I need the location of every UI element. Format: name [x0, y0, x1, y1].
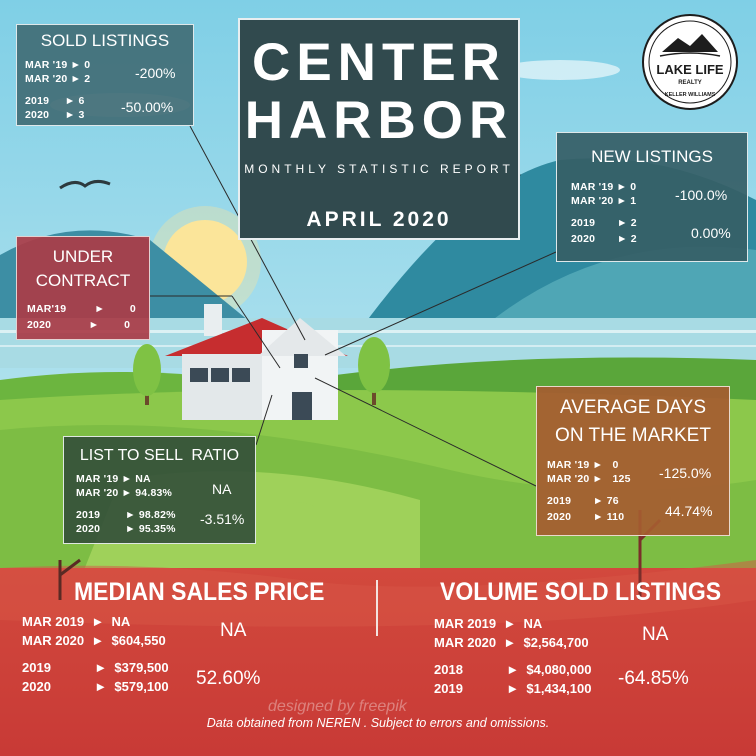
avg-row-mar20: MAR '20 ► 125 [547, 473, 631, 485]
volume-pct-year: -64.85% [618, 668, 689, 689]
sold-row-2020: 2020 ► 3 [25, 109, 85, 121]
under-row-mar19: MAR'19 ► 0 [27, 303, 136, 315]
data-source-note: Data obtained from NEREN . Subject to er… [206, 716, 550, 730]
volume-pct-month: NA [642, 624, 669, 645]
avg-row-mar19: MAR '19 ► 0 [547, 459, 619, 471]
median-pct-year: 52.60% [196, 668, 261, 689]
connector-ratio [255, 394, 273, 446]
new-pct-year: 0.00% [691, 225, 731, 241]
new-row-mar19: MAR '19 ► 0 [571, 181, 637, 193]
avg-row-2020: 2020 ► 110 [547, 511, 625, 523]
under-contract-box: UNDER CONTRACT MAR'19 ► 0 2020 ► 0 [16, 236, 150, 340]
new-row-2020: 2020 ► 2 [571, 233, 637, 245]
volume-row-mar2019: MAR 2019 ► NA [434, 616, 543, 631]
ratio-row-2020: 2020 ► 95.35% [76, 523, 176, 535]
sold-pct-month: -200% [135, 65, 176, 81]
median-row-2019: 2019 ► $379,500 [22, 660, 169, 675]
volume-sold-title: VOLUME SOLD LISTINGS [440, 578, 722, 606]
median-row-2020: 2020 ► $579,100 [22, 679, 169, 694]
average-days-box: AVERAGE DAYS ON THE MARKET MAR '19 ► 0 M… [536, 386, 730, 536]
ratio-row-mar19: MAR '19 ► NA [76, 473, 151, 485]
report-subtitle: MONTHLY STATISTIC REPORT [244, 162, 514, 176]
section-divider [376, 580, 378, 636]
connector-new [324, 251, 557, 356]
title-harbor: HARBOR [244, 91, 514, 150]
svg-text:REALTY: REALTY [678, 80, 702, 86]
volume-row-2018: 2018 ► $4,080,000 [434, 662, 592, 677]
volume-row-mar2020: MAR 2020 ► $2,564,700 [434, 635, 589, 650]
median-pct-month: NA [220, 620, 247, 641]
ratio-pct-month: NA [212, 481, 232, 497]
sold-listings-box: SOLD LISTINGS MAR '19 ► 0 MAR '20 ► 2 20… [16, 24, 194, 126]
sold-pct-year: -50.00% [121, 99, 174, 115]
house [165, 304, 348, 420]
ratio-pct-year: -3.51% [200, 511, 245, 527]
avg-title-1: AVERAGE DAYS [559, 397, 707, 418]
new-listings-box: NEW LISTINGS MAR '19 ► 0 MAR '20 ► 1 201… [556, 132, 748, 262]
under-row-2020: 2020 ► 0 [27, 319, 131, 331]
ratio-title: LIST TO SELL RATIO [79, 447, 240, 464]
new-pct-month: -100.0% [675, 187, 728, 203]
under-contract-title-1: UNDER [52, 247, 114, 266]
new-row-2019: 2019 ► 2 [571, 217, 637, 229]
sold-row-mar19: MAR '19 ► 0 [25, 59, 91, 71]
lake-life-realty-logo: LAKE LIFE REALTY KELLER WILLIAMS [642, 14, 738, 110]
list-to-sell-ratio-box: LIST TO SELL RATIO MAR '19 ► NA MAR '20 … [63, 436, 256, 544]
new-listings-title: NEW LISTINGS [591, 147, 713, 166]
avg-row-2019: 2019 ► 76 [547, 495, 619, 507]
report-title-box: CENTER HARBOR MONTHLY STATISTIC REPORT A… [238, 18, 520, 240]
report-date: APRIL 2020 [306, 208, 452, 231]
volume-row-2019: 2019 ► $1,434,100 [434, 681, 592, 696]
median-row-mar2020: MAR 2020 ► $604,550 [22, 633, 166, 648]
median-sales-title: MEDIAN SALES PRICE [74, 578, 325, 606]
avg-title-2: ON THE MARKET [555, 425, 711, 446]
avg-pct-month: -125.0% [659, 465, 712, 481]
ratio-row-2019: 2019 ► 98.82% [76, 509, 176, 521]
svg-text:LAKE LIFE: LAKE LIFE [656, 62, 723, 77]
median-row-mar2019: MAR 2019 ► NA [22, 614, 131, 629]
new-row-mar20: MAR '20 ► 1 [571, 195, 637, 207]
sold-row-mar20: MAR '20 ► 2 [25, 73, 91, 85]
freepik-watermark: designed by freepik [268, 698, 407, 715]
svg-text:KELLER WILLIAMS: KELLER WILLIAMS [665, 92, 716, 98]
connector-avg [314, 377, 537, 487]
ratio-row-mar20: MAR '20 ► 94.83% [76, 487, 173, 499]
under-contract-title-2: CONTRACT [35, 271, 131, 290]
title-center: CENTER [252, 33, 506, 92]
sold-listings-title: SOLD LISTINGS [40, 31, 170, 50]
avg-pct-year: 44.74% [665, 503, 713, 519]
sold-row-2019: 2019 ► 6 [25, 95, 85, 107]
